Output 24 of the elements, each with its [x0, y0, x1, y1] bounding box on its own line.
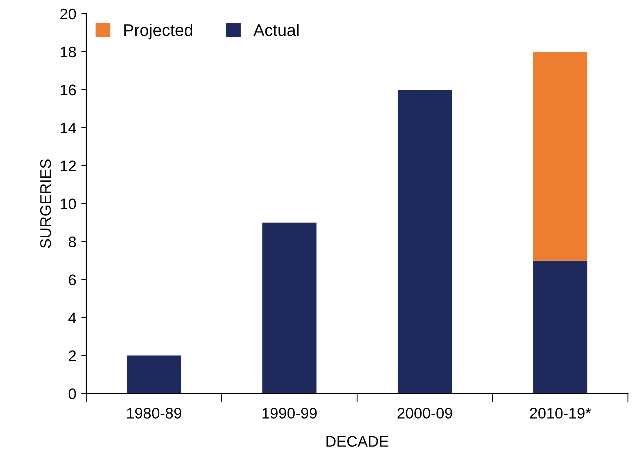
y-tick-label: 2 [69, 350, 76, 362]
y-tick-label: 16 [60, 84, 76, 96]
x-tick-label: 1980-89 [127, 408, 182, 419]
legend-label: Actual [254, 24, 299, 36]
y-tick-label: 18 [60, 46, 76, 58]
bar [262, 222, 317, 394]
legend-label: Projected [124, 24, 193, 40]
y-axis-title: SURGERIES [40, 160, 52, 248]
y-tick-label: 12 [60, 160, 76, 172]
bar [398, 90, 452, 394]
x-axis-title: DECADE [326, 436, 389, 448]
x-tick-label: 2000-09 [398, 408, 452, 419]
x-tick-label: 1990-99 [262, 408, 317, 419]
y-tick-label: 4 [68, 312, 76, 324]
y-tick-label: 14 [60, 122, 76, 134]
y-tick-label: 10 [60, 198, 76, 210]
y-tick-label: 6 [69, 274, 76, 286]
bar [533, 52, 588, 261]
y-tick-label: 0 [68, 388, 76, 400]
x-tick-label: 2010-19* [530, 408, 592, 419]
bar [127, 356, 182, 394]
y-tick-label: 8 [68, 236, 76, 248]
bar [533, 260, 588, 394]
y-tick-label: 20 [60, 8, 76, 20]
